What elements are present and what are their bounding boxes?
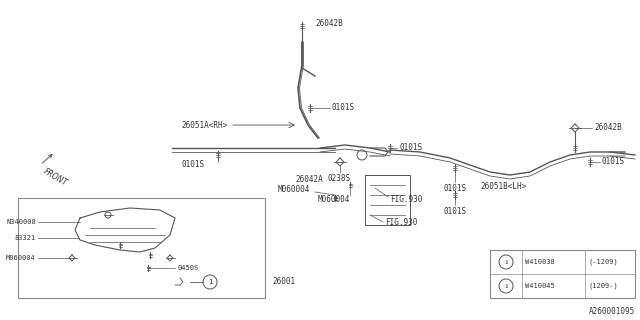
- Text: W410045: W410045: [525, 283, 555, 289]
- Text: 0101S: 0101S: [444, 207, 467, 216]
- Text: (-1209): (-1209): [588, 259, 618, 265]
- Text: 0101S: 0101S: [602, 157, 625, 166]
- Text: 26051A<RH>: 26051A<RH>: [182, 121, 228, 130]
- Text: 0101S: 0101S: [399, 143, 422, 153]
- Text: M060004: M060004: [6, 255, 36, 261]
- Text: N340008: N340008: [6, 219, 36, 225]
- Text: (1209-): (1209-): [588, 283, 618, 289]
- Text: 1: 1: [504, 260, 508, 265]
- Text: 83321: 83321: [15, 235, 36, 241]
- Bar: [490, 250, 635, 298]
- Text: FIG.930: FIG.930: [390, 195, 422, 204]
- Text: 0238S: 0238S: [328, 174, 351, 183]
- Text: 0101S: 0101S: [444, 184, 467, 193]
- Text: FRONT: FRONT: [42, 167, 69, 188]
- Text: 26042B: 26042B: [594, 124, 621, 132]
- Text: FIG.930: FIG.930: [385, 218, 417, 227]
- Text: 0101S: 0101S: [182, 160, 205, 169]
- Text: 26001: 26001: [272, 277, 295, 286]
- Text: 0101S: 0101S: [332, 103, 355, 113]
- Text: 26042B: 26042B: [315, 19, 343, 28]
- Text: 0450S: 0450S: [177, 265, 198, 271]
- Text: A260001095: A260001095: [589, 308, 635, 316]
- Bar: [18, 198, 265, 298]
- Text: M060004: M060004: [278, 186, 310, 195]
- Text: 26042A: 26042A: [295, 175, 323, 184]
- Text: M060004: M060004: [318, 195, 350, 204]
- Text: 1: 1: [208, 279, 212, 285]
- Text: 26051B<LH>: 26051B<LH>: [480, 182, 526, 191]
- Text: W410038: W410038: [525, 259, 555, 265]
- Text: 1: 1: [504, 284, 508, 289]
